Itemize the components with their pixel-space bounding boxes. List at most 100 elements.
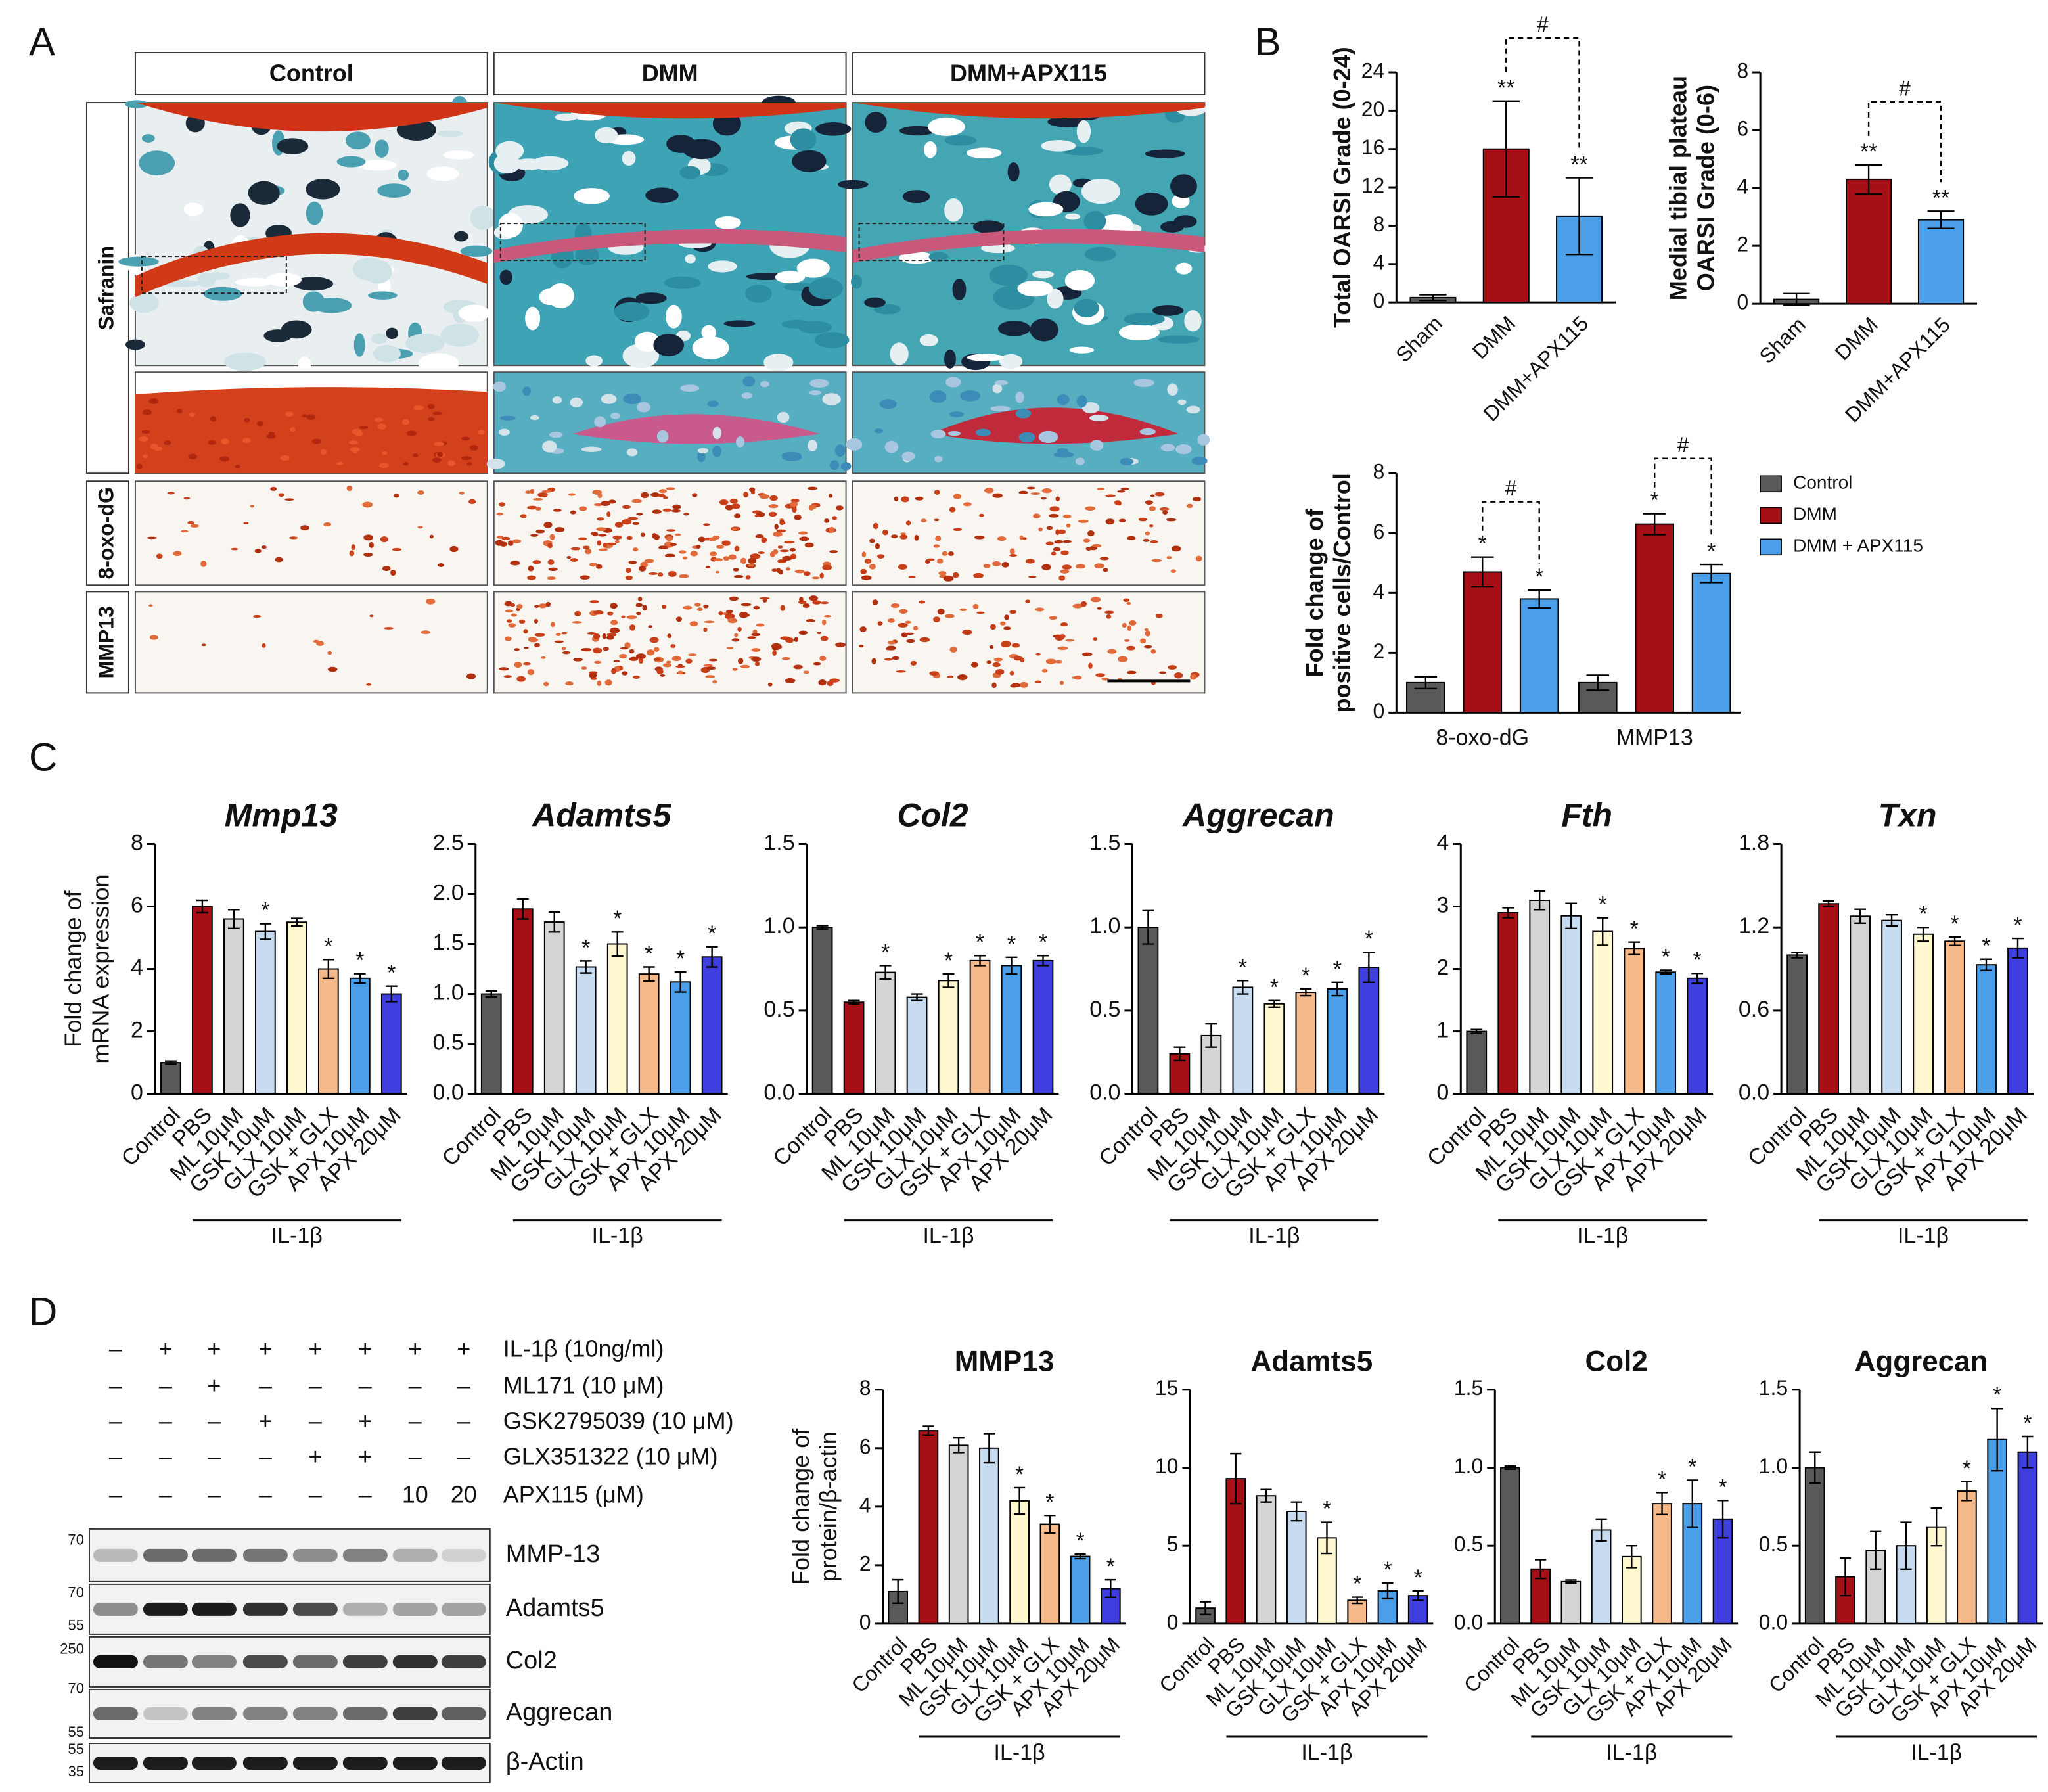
tissue bbox=[548, 567, 558, 571]
tissue bbox=[1049, 506, 1060, 512]
tissue bbox=[1154, 492, 1165, 497]
tissue bbox=[1075, 457, 1085, 465]
tissue bbox=[1123, 598, 1130, 602]
tissue bbox=[555, 633, 561, 636]
error-bar bbox=[942, 973, 955, 988]
y-tick-label: 4 bbox=[1436, 830, 1449, 855]
tissue bbox=[792, 150, 827, 172]
tissue bbox=[1155, 614, 1163, 618]
tissue bbox=[1114, 500, 1122, 505]
tissue bbox=[631, 657, 638, 661]
tissue bbox=[627, 448, 638, 457]
significance-star: * bbox=[944, 948, 953, 973]
tissue bbox=[1088, 662, 1093, 669]
tissue bbox=[933, 616, 940, 623]
y-tick-label: 0.5 bbox=[1759, 1532, 1788, 1556]
tissue bbox=[427, 417, 435, 421]
tissue bbox=[989, 645, 994, 649]
treatment-label: IL-1β (10ng/ml) bbox=[503, 1335, 664, 1362]
tissue bbox=[901, 496, 909, 503]
y-tick-label: 0 bbox=[1167, 1610, 1179, 1634]
tissue bbox=[142, 454, 148, 459]
tissue bbox=[1159, 671, 1166, 674]
tissue bbox=[622, 518, 632, 525]
tissue bbox=[1017, 280, 1053, 297]
tissue bbox=[358, 160, 397, 171]
y-tick-label: 0.0 bbox=[1739, 1080, 1769, 1105]
tissue bbox=[672, 504, 681, 509]
tissue bbox=[219, 456, 230, 462]
tissue bbox=[543, 681, 549, 687]
mw-label: 55 bbox=[68, 1617, 83, 1634]
blot-band bbox=[242, 1756, 288, 1770]
tissue bbox=[589, 562, 597, 567]
tissue bbox=[913, 626, 919, 631]
tissue bbox=[685, 254, 696, 264]
tissue bbox=[401, 419, 410, 425]
significance-star: * bbox=[1076, 1528, 1084, 1553]
tissue bbox=[368, 291, 398, 300]
tissue bbox=[1032, 270, 1054, 279]
blot-band bbox=[292, 1655, 338, 1668]
tissue bbox=[1072, 676, 1078, 679]
legend-swatch bbox=[1760, 507, 1782, 524]
tissue bbox=[769, 511, 777, 517]
tissue bbox=[666, 135, 696, 153]
tissue bbox=[991, 561, 1001, 566]
tissue bbox=[679, 166, 701, 179]
tissue bbox=[671, 509, 681, 513]
blot-label: Aggrecan bbox=[506, 1699, 613, 1726]
tissue bbox=[311, 438, 321, 444]
tissue bbox=[426, 598, 436, 605]
tissue bbox=[737, 626, 742, 632]
tissue bbox=[1058, 575, 1066, 581]
y-tick-label: 4 bbox=[1737, 175, 1748, 198]
tissue bbox=[1117, 490, 1126, 493]
lane-sign: – bbox=[109, 1335, 122, 1362]
zoom-box bbox=[141, 256, 287, 294]
error-bar bbox=[848, 999, 860, 1005]
tissue bbox=[1065, 639, 1075, 642]
tissue bbox=[142, 409, 152, 415]
tissue bbox=[362, 501, 373, 508]
tissue bbox=[147, 536, 158, 540]
error-bar bbox=[1104, 1578, 1116, 1599]
tissue bbox=[352, 448, 358, 454]
tissue bbox=[1150, 494, 1155, 497]
tissue bbox=[478, 430, 485, 435]
error-bar bbox=[1412, 1590, 1424, 1601]
tissue bbox=[891, 534, 898, 538]
tissue bbox=[1041, 668, 1048, 673]
significance-star: * bbox=[1239, 955, 1247, 980]
tissue bbox=[709, 551, 717, 557]
tissue bbox=[501, 536, 511, 541]
tissue bbox=[814, 332, 850, 348]
significance-star: ** bbox=[1570, 152, 1587, 177]
tissue bbox=[447, 460, 455, 467]
tissue bbox=[972, 220, 1004, 233]
tissue bbox=[641, 492, 649, 499]
tissue bbox=[535, 529, 545, 534]
tissue bbox=[976, 611, 985, 614]
tissue bbox=[1173, 215, 1197, 228]
y-tick-label: 1.5 bbox=[1759, 1376, 1788, 1400]
tissue bbox=[1064, 269, 1095, 291]
y-axis-label: OARSI Grade (0-6) bbox=[1693, 85, 1719, 291]
significance-star: * bbox=[1106, 1554, 1115, 1579]
mw-label: 70 bbox=[68, 1584, 83, 1601]
error-bar bbox=[1382, 1582, 1394, 1600]
y-tick-label: 1.2 bbox=[1739, 913, 1769, 938]
tissue bbox=[1059, 681, 1064, 685]
tissue bbox=[696, 607, 703, 612]
bar bbox=[1137, 927, 1159, 1095]
tissue bbox=[1019, 535, 1024, 540]
tissue bbox=[894, 496, 899, 501]
lane-sign: + bbox=[258, 1407, 272, 1434]
tissue bbox=[679, 550, 687, 554]
tissue bbox=[1084, 246, 1116, 262]
tissue bbox=[429, 534, 434, 539]
tissue bbox=[1033, 513, 1041, 519]
error-bar bbox=[1074, 1553, 1086, 1560]
tissue bbox=[1126, 645, 1135, 651]
tissue bbox=[990, 624, 996, 630]
